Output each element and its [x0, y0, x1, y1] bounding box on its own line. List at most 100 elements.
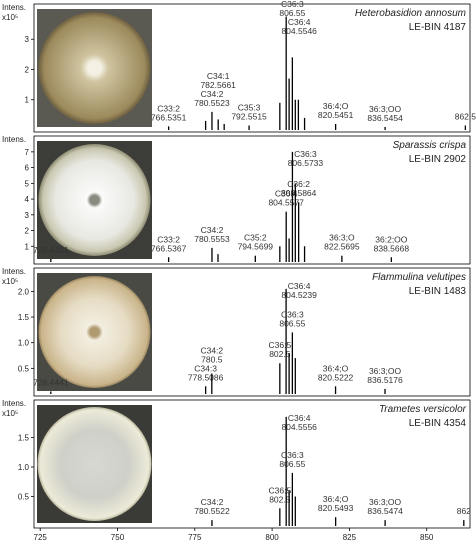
- peak-mz: 782.5661: [200, 80, 236, 90]
- peak-label: C36:5: [268, 485, 291, 495]
- peak-mz: 820.5222: [318, 372, 354, 382]
- peak-label: C34:2: [200, 345, 223, 355]
- peak-label: C34:2: [201, 89, 224, 99]
- peak-label: 36:2;OO: [375, 234, 408, 244]
- strain-id: LE-BIN 4187: [409, 22, 467, 33]
- peak-mz: 766.5351: [151, 112, 187, 122]
- peak-mz: 792.5515: [231, 111, 267, 121]
- panel-frame: [33, 267, 471, 397]
- y-tick-label: 5: [25, 179, 30, 188]
- panel-frame: [33, 135, 471, 265]
- x-tick-label: 775: [188, 533, 202, 542]
- peak-mz: 862.5: [455, 111, 476, 121]
- peak-mz: 836.5474: [367, 506, 403, 516]
- y-scale-label: x10⁵: [2, 409, 18, 418]
- species-title: Flammulina velutipes: [372, 272, 466, 283]
- species-title: Heterobasidion annosum: [355, 8, 466, 19]
- peak-mz: 836.5454: [367, 113, 403, 123]
- peak-label: C33:2: [157, 234, 180, 244]
- peak-mz: 780.5522: [194, 506, 230, 516]
- peak-label: C35:2: [244, 233, 267, 243]
- y-tick-label: 1: [25, 242, 30, 251]
- x-tick-label: 750: [111, 533, 125, 542]
- y-tick-label: 1.5: [18, 434, 30, 443]
- peak-mz: 862: [457, 506, 471, 516]
- peak-label: C35:3: [238, 102, 261, 112]
- y-tick-label: 1: [25, 96, 30, 105]
- peak-mz: 806.55: [279, 8, 305, 18]
- y-axis-label: Intens.: [2, 267, 26, 276]
- y-axis-label: Intens.: [2, 3, 26, 12]
- strain-id: LE-BIN 4354: [409, 418, 467, 429]
- y-tick-label: 1.5: [18, 313, 30, 322]
- y-scale-label: x10⁵: [2, 13, 18, 22]
- peak-mz: 808.5864: [281, 188, 317, 198]
- y-tick-label: 2.0: [18, 287, 30, 296]
- y-axis-label: Intens.: [2, 399, 26, 408]
- peak-mz: 820.5451: [318, 110, 354, 120]
- y-tick-label: 2: [25, 65, 30, 74]
- peak-mz: 794.5699: [238, 242, 274, 252]
- y-tick-label: 2: [25, 227, 30, 236]
- peak-mz: 820.5493: [318, 503, 354, 513]
- peak-label: C36:4: [288, 413, 311, 423]
- peak-mz: 728.4441: [33, 377, 69, 387]
- peak-label: C34:2: [201, 497, 224, 507]
- peak-label: C36:3: [294, 149, 317, 159]
- y-tick-label: 0.5: [18, 493, 30, 502]
- y-axis-label: Intens.: [2, 135, 26, 144]
- peak-label: C36:5: [268, 340, 291, 350]
- panel-frame: [33, 399, 471, 529]
- peak-mz: 836.5176: [367, 375, 403, 385]
- y-scale-label: x10⁵: [2, 277, 18, 286]
- peak-mz: 822.5695: [324, 242, 360, 252]
- y-tick-label: 4: [25, 195, 30, 204]
- peak-label: C33:2: [157, 103, 180, 113]
- y-tick-label: 3: [25, 35, 30, 44]
- peak-label: C36:2: [287, 179, 310, 189]
- peak-label: 36:4;O: [323, 101, 349, 111]
- strain-id: LE-BIN 2902: [409, 154, 467, 165]
- x-tick-label: 725: [34, 533, 48, 542]
- y-tick-label: 6: [25, 164, 30, 173]
- y-tick-label: 1.0: [18, 463, 30, 472]
- y-tick-label: 7: [25, 148, 30, 157]
- peak-label: C34:1: [207, 71, 230, 81]
- strain-id: LE-BIN 1483: [409, 286, 467, 297]
- peak-label: C36:3: [281, 309, 304, 319]
- peak-label: C34:2: [201, 225, 224, 235]
- peak-label: C36:3: [281, 450, 304, 460]
- x-tick-label: 800: [265, 533, 279, 542]
- peak-mz: 780.5523: [194, 98, 230, 108]
- peak-mz: 804.5556: [281, 422, 317, 432]
- peak-label: C34:3: [194, 363, 217, 373]
- peak-mz: 806.55: [279, 459, 305, 469]
- peak-mz: 804.5239: [281, 290, 317, 300]
- y-tick-label: 0.5: [18, 364, 30, 373]
- peak-mz: 806.5733: [288, 158, 324, 168]
- peak-mz: 802.5: [269, 349, 291, 359]
- peak-mz: 806.55: [279, 318, 305, 328]
- peak-label: 36:3;OO: [369, 104, 402, 114]
- peak-label: C36:4: [288, 17, 311, 27]
- peak-mz: 766.5367: [151, 243, 187, 253]
- peak-label: 36:4;O: [323, 494, 349, 504]
- peak-label: C36:4: [288, 281, 311, 291]
- peak-mz: 804.5546: [281, 26, 317, 36]
- peak-mz: 780.5553: [194, 234, 230, 244]
- x-tick-label: 850: [420, 533, 434, 542]
- photo: [37, 9, 152, 523]
- panel-frame: [33, 3, 471, 133]
- peak-mz: 728.4441: [33, 245, 69, 255]
- species-title: Sparassis crispa: [393, 140, 467, 151]
- peak-label: 36:3;OO: [369, 497, 402, 507]
- peak-mz: 780.5: [201, 354, 223, 364]
- peak-label: 36:4;O: [323, 363, 349, 373]
- peak-mz: 838.5668: [374, 243, 410, 253]
- peak-label: C36:3: [281, 0, 304, 9]
- peak-mz: 804.5577: [268, 198, 304, 208]
- y-tick-label: 3: [25, 211, 30, 220]
- species-title: Trametes versicolor: [379, 404, 467, 415]
